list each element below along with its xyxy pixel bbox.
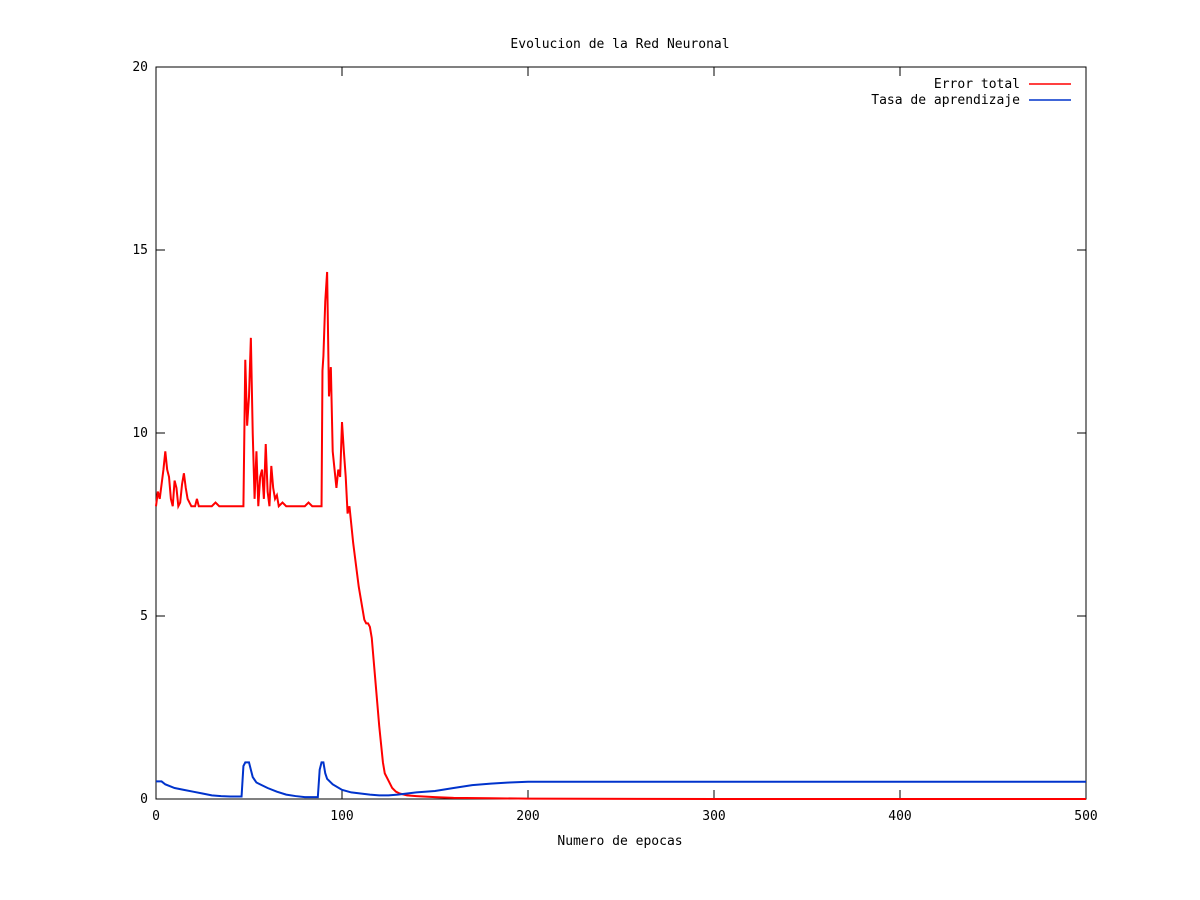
tick-labels: 0 100 200 300 400 500 0 5 10 15 20 <box>132 60 1097 824</box>
x-axis-label: Numero de epocas <box>557 834 682 849</box>
y-tick-label: 10 <box>132 426 148 441</box>
x-tick-label: 400 <box>888 809 911 824</box>
series-lines <box>155 271 1086 800</box>
x-tick-label: 500 <box>1074 809 1097 824</box>
y-tick-label: 20 <box>132 60 148 75</box>
x-tick-label: 300 <box>702 809 725 824</box>
series-line-tasa-aprendizaje <box>156 761 1086 799</box>
legend-label: Tasa de aprendizaje <box>871 93 1020 108</box>
series-line-error-total <box>155 271 1086 800</box>
x-tick-label: 100 <box>330 809 353 824</box>
chart-title: Evolucion de la Red Neuronal <box>510 37 729 52</box>
y-tick-label: 0 <box>140 792 148 807</box>
y-tick-label: 15 <box>132 243 148 258</box>
x-tick-label: 200 <box>516 809 539 824</box>
x-tick-label: 0 <box>152 809 160 824</box>
tick-marks <box>155 66 1087 800</box>
y-tick-label: 5 <box>140 609 148 624</box>
legend-label: Error total <box>934 77 1020 92</box>
